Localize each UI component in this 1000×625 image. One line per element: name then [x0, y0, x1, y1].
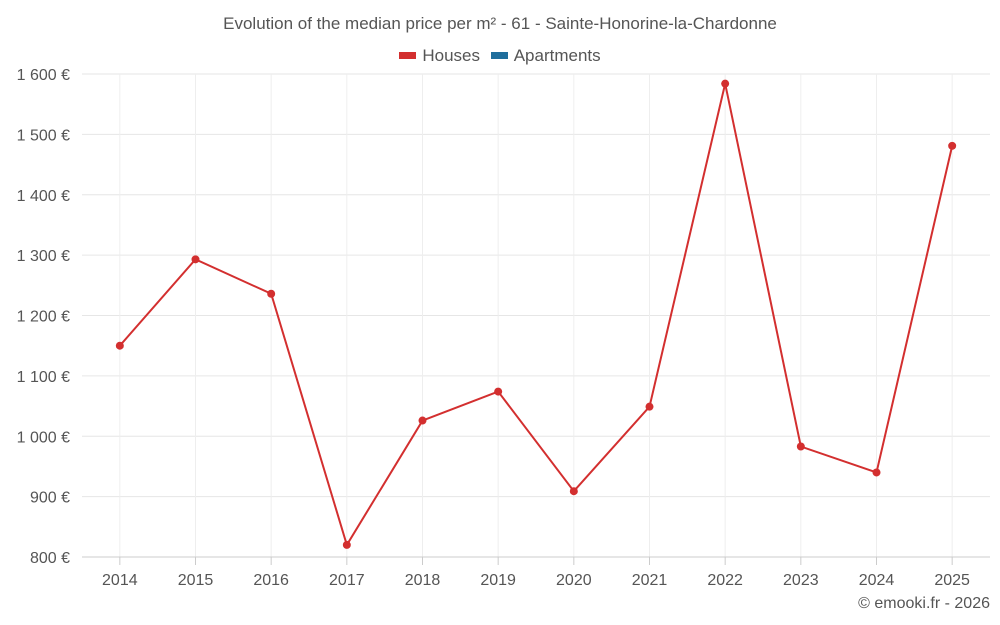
x-tick-label: 2018 [405, 572, 441, 589]
legend-item-houses[interactable]: Houses [399, 46, 480, 66]
x-tick-label: 2021 [632, 572, 668, 589]
x-tick-label: 2025 [934, 572, 970, 589]
y-tick-label: 800 € [30, 550, 70, 567]
y-tick-label: 1 100 € [17, 369, 70, 386]
y-tick-label: 1 200 € [17, 309, 70, 326]
y-tick-label: 900 € [30, 490, 70, 507]
data-point-houses [569, 487, 578, 496]
x-tick-label: 2022 [707, 572, 743, 589]
x-tick-label: 2023 [783, 572, 819, 589]
legend-item-apartments[interactable]: Apartments [490, 45, 601, 66]
chart-title: Evolution of the median price per m² - 6… [223, 14, 777, 33]
legend-label-apartments: Apartments [513, 45, 601, 65]
data-point-houses [418, 416, 427, 425]
y-tick-label: 1 300 € [17, 248, 70, 265]
x-tick-label: 2014 [102, 572, 138, 589]
legend-swatch-apartments [490, 52, 508, 59]
x-tick-label: 2019 [480, 572, 516, 589]
data-point-houses [342, 540, 351, 549]
y-tick-label: 1 500 € [17, 127, 70, 144]
x-tick-label: 2024 [859, 572, 895, 589]
y-tick-label: 1 400 € [17, 188, 70, 205]
x-tick-label: 2015 [178, 572, 214, 589]
legend-label-houses: Houses [422, 45, 480, 65]
data-point-houses [494, 387, 503, 396]
y-tick-label: 1 600 € [17, 67, 70, 84]
legend-swatch-houses [399, 52, 417, 59]
data-point-houses [721, 79, 730, 88]
data-point-houses [267, 289, 276, 298]
copyright-credit: © emooki.fr - 2026 [858, 595, 990, 612]
data-point-houses [115, 341, 124, 350]
data-point-houses [191, 255, 200, 264]
x-tick-label: 2020 [556, 572, 592, 589]
data-point-houses [796, 442, 805, 451]
data-point-houses [872, 468, 881, 477]
x-tick-label: 2017 [329, 572, 365, 589]
data-point-houses [948, 141, 957, 150]
data-point-houses [645, 402, 654, 411]
y-tick-label: 1 000 € [17, 429, 70, 446]
x-tick-label: 2016 [253, 572, 289, 589]
series-line-houses [119, 83, 954, 548]
legend: Houses Apartments [0, 44, 1000, 66]
